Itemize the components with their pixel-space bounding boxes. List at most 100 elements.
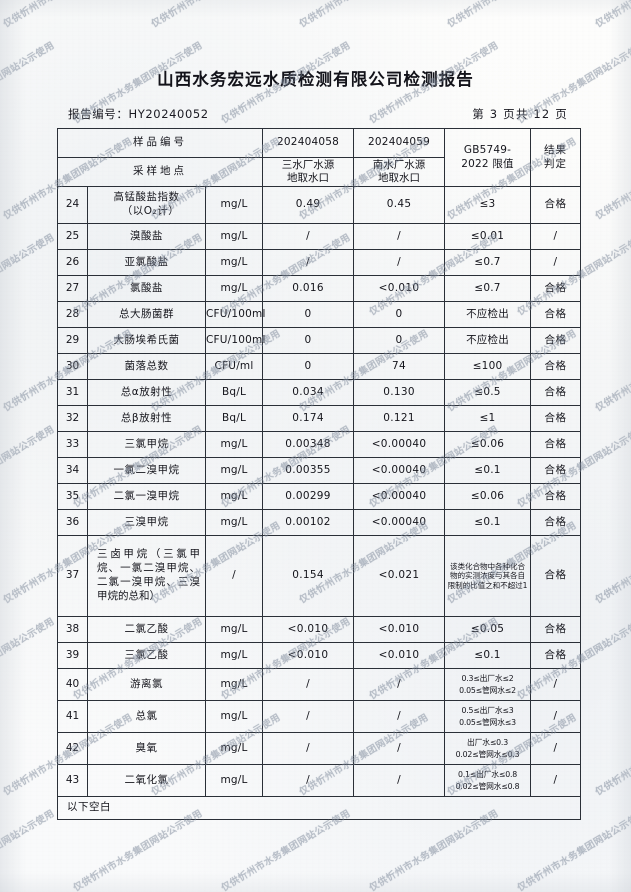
row-standard-limit: 出厂水≤0.3 0.02≤管网水≤0.3	[444, 732, 532, 765]
row-value-sample-1: 0.034	[262, 379, 355, 406]
row-index: 43	[57, 764, 88, 797]
row-result-judgement: 合格	[530, 616, 582, 643]
row-value-sample-1: 0.174	[262, 405, 355, 432]
row-unit: mg/L	[204, 275, 264, 302]
row-value-sample-2: 0.121	[353, 405, 446, 432]
row-item-name: 亚氯酸盐	[87, 249, 206, 276]
row-item-name: 二氯乙酸	[87, 616, 206, 643]
table-row: 43 二氧化氯 mg/L //0.1≤出厂水≤0.8 0.02≤管网水≤0.8/	[57, 764, 582, 797]
row-unit: mg/L	[204, 764, 264, 797]
row-item-name: 总α放射性	[87, 379, 206, 406]
watermark-text: 仅供忻州市水务集团网站公示使用	[0, 808, 57, 892]
row-index: 33	[57, 431, 88, 458]
row-result-judgement: 合格	[530, 301, 582, 328]
table-row: 27 氯酸盐 mg/L 0.016 <0.010 ≤0.7 合格	[57, 275, 582, 302]
row-index: 27	[57, 275, 88, 302]
table-header-row-site: 采样地点 三水厂水源 地取水口 南水厂水源 地取水口	[56, 157, 581, 187]
row-value-sample-2: <0.010	[353, 642, 446, 669]
row-index: 35	[57, 483, 88, 510]
row-result-judgement: 合格	[530, 431, 582, 458]
header-site-1: 三水厂水源 地取水口	[262, 157, 355, 187]
row-index: 29	[57, 327, 88, 354]
row-value-sample-2: <0.021	[353, 535, 446, 617]
row-standard-limit: ≤0.06	[444, 431, 532, 458]
row-standard-limit: 该类化合物中各种化合物的实测浓度与其各自限制的比值之和不超过1	[444, 535, 532, 617]
row-index: 40	[57, 668, 88, 701]
row-unit: CFU/100ml	[204, 327, 265, 354]
table-row: 42 臭氧 mg/L / / 出厂水≤0.3 0.02≤管网水≤0.3/	[57, 732, 582, 765]
row-index: 31	[57, 379, 88, 406]
row-standard-limit: 0.5≤出厂水≤3 0.05≤管网水≤3	[444, 700, 532, 733]
table-row: 28 总大肠菌群 CFU/100ml 0 0 不应检出 合格	[57, 301, 582, 328]
row-index: 30	[57, 353, 88, 380]
row-value-sample-2: <0.010	[353, 275, 446, 302]
table-row: 37 三卤甲烷（三氯甲烷、一氯二溴甲烷、二氯一溴甲烷、三溴甲烷的总和）/0.154…	[57, 535, 582, 617]
row-standard-limit: ≤0.1	[444, 457, 532, 484]
row-index: 24	[57, 186, 88, 224]
row-item-name: 三氯乙酸	[87, 642, 206, 669]
watermark-text: 仅供忻州市水务集团网站公示使用	[593, 520, 631, 607]
table-row: 35 二氯一溴甲烷 mg/L 0.00299 <0.00040 ≤0.06 合格	[57, 483, 582, 510]
row-value-sample-2: /	[353, 764, 446, 797]
watermark-text: 仅供忻州市水务集团网站公示使用	[444, 0, 579, 30]
row-value-sample-1: <0.010	[262, 642, 355, 669]
row-index: 41	[57, 700, 88, 733]
row-value-sample-1: 0.49	[262, 186, 355, 224]
row-value-sample-1: /	[262, 764, 355, 797]
page-number: 第 3 页共 12 页	[472, 107, 568, 121]
row-value-sample-1: 0.00299	[262, 483, 355, 510]
header-site-2-line2: 地取水口	[378, 172, 421, 184]
table-row: 34 一氯二溴甲烷 mg/L 0.00355 <0.00040 ≤0.1 合格	[57, 457, 582, 484]
table-row: 24 高锰酸盐指数 （以O₂计） mg/L 0.49 0.45 ≤3 合格	[57, 186, 582, 224]
row-value-sample-2: /	[353, 223, 446, 250]
row-standard-limit: ≤0.1	[444, 642, 532, 669]
row-item-name: 三卤甲烷（三氯甲烷、一氯二溴甲烷、二氯一溴甲烷、三溴甲烷的总和）	[87, 535, 206, 617]
table-footer-row: 以下空白	[56, 796, 582, 820]
row-unit: mg/L	[204, 431, 264, 458]
row-value-sample-1: /	[262, 732, 355, 765]
row-standard-limit: 0.1≤出厂水≤0.8 0.02≤管网水≤0.8	[444, 764, 532, 797]
row-standard-limit-line1: 0.3≤出厂水≤2	[461, 674, 514, 684]
row-unit: mg/L	[204, 700, 264, 733]
row-value-sample-2: /	[353, 668, 446, 701]
row-unit: mg/L	[204, 483, 264, 510]
row-index: 25	[57, 223, 88, 250]
table-row: 29 大肠埃希氏菌 CFU/100ml 0 0 不应检出 合格	[57, 327, 582, 354]
row-standard-limit-line2: 0.05≤管网水≤2	[459, 685, 516, 695]
row-value-sample-2: 0.45	[353, 186, 446, 224]
water-quality-results-table: 样品编号 202404058 202404059 GB5749- 2022 限值…	[56, 128, 582, 820]
row-unit: Bq/L	[204, 379, 264, 406]
row-unit: mg/L	[204, 732, 264, 765]
row-item-name: 菌落总数	[87, 353, 206, 380]
row-index: 42	[57, 732, 88, 765]
watermark-text: 仅供忻州市水务集团网站公示使用	[0, 424, 57, 511]
row-standard-limit-line1: 出厂水≤0.3	[467, 738, 508, 748]
row-standard-limit: 不应检出	[444, 327, 532, 354]
header-result-line2: 判定	[544, 157, 568, 170]
watermark-text: 仅供忻州市水务集团网站公示使用	[593, 712, 631, 799]
table-row: 33 三氯甲烷 mg/L 0.00348 <0.00040 ≤0.06 合格	[57, 431, 582, 458]
header-site-1-line2: 地取水口	[287, 172, 330, 184]
row-index: 39	[57, 642, 88, 669]
watermark-text: 仅供忻州市水务集团网站公示使用	[592, 0, 631, 30]
row-result-judgement: 合格	[530, 483, 582, 510]
table-row: 26 亚氯酸盐 mg/L / / ≤0.7/	[57, 249, 582, 276]
row-value-sample-2: <0.00040	[353, 431, 446, 458]
row-result-judgement: 合格	[530, 509, 582, 536]
watermark-text: 仅供忻州市水务集团网站公示使用	[296, 0, 431, 30]
header-site-2: 南水厂水源 地取水口	[353, 157, 446, 187]
row-value-sample-2: <0.00040	[353, 483, 446, 510]
row-value-sample-2: 0	[353, 301, 446, 328]
row-item-name: 总氯	[87, 700, 206, 733]
row-value-sample-1: <0.010	[262, 616, 355, 643]
row-unit: mg/L	[204, 668, 264, 701]
row-standard-limit-line1: 0.5≤出厂水≤3	[461, 706, 514, 716]
row-standard-limit: ≤0.01	[444, 223, 532, 250]
row-result-judgement: 合格	[530, 535, 582, 617]
watermark-text: 仅供忻州市水务集团网站公示使用	[593, 136, 631, 223]
row-index: 38	[57, 616, 88, 643]
header-sample-no-label: 样品编号	[56, 128, 264, 158]
row-value-sample-1: 0	[262, 353, 355, 380]
row-value-sample-1: /	[262, 249, 355, 276]
row-standard-limit-line2: 0.02≤管网水≤0.8	[455, 781, 520, 791]
